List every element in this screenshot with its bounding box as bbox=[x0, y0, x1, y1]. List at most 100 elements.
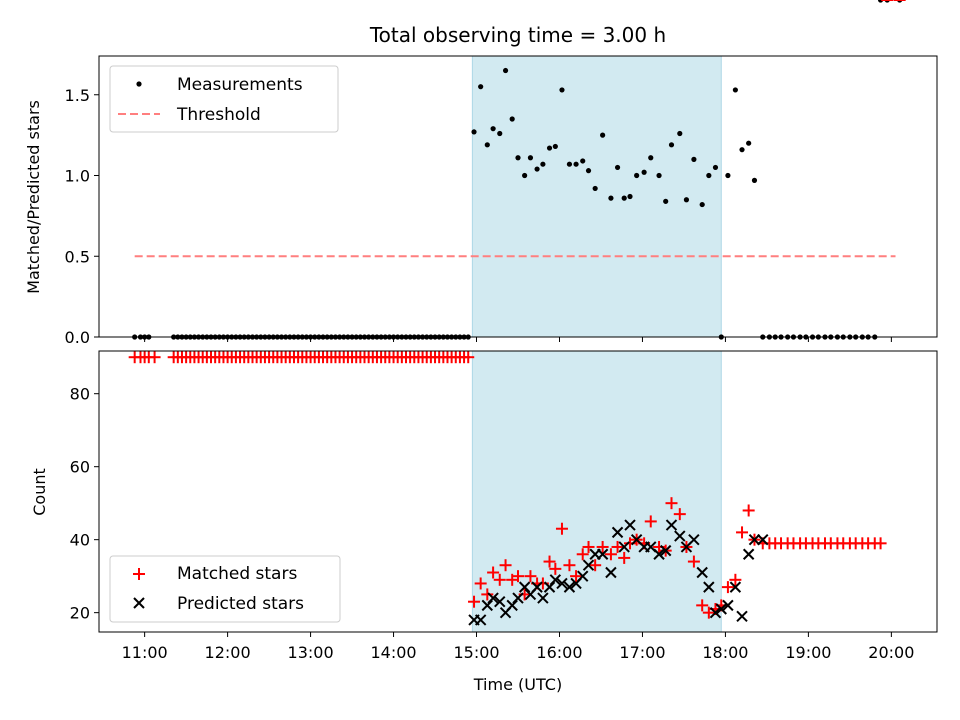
predicted-stars-point bbox=[512, 592, 524, 604]
measurement-point bbox=[534, 166, 540, 172]
measurement-point bbox=[691, 156, 697, 162]
measurement-point bbox=[497, 130, 503, 137]
measurement-point bbox=[634, 172, 640, 179]
matched-stars-point bbox=[563, 559, 576, 572]
y-tick-label: 1.5 bbox=[65, 86, 90, 105]
measurement-point bbox=[712, 164, 719, 171]
predicted-stars-point bbox=[563, 581, 576, 593]
x-tick-label: 19:00 bbox=[785, 643, 831, 662]
measurement-point bbox=[699, 201, 705, 208]
predicted-stars-point bbox=[757, 533, 769, 546]
measurement-point bbox=[683, 197, 690, 203]
measurement-point bbox=[559, 87, 565, 93]
ratio-panel: 0.0 0.5 1.0 1.5 Matched/Predicted stars Mea… bbox=[24, 0, 938, 347]
count-legend-box bbox=[109, 555, 341, 623]
predicted-stars-point bbox=[543, 581, 556, 593]
legend-predicted-marker bbox=[133, 597, 145, 609]
predicted-stars-point bbox=[665, 519, 678, 531]
measurement-point bbox=[608, 195, 614, 201]
predicted-stars-point bbox=[531, 581, 543, 593]
predicted-stars-point bbox=[674, 530, 686, 542]
predicted-stars-point bbox=[742, 548, 755, 560]
predicted-stars-point bbox=[709, 606, 722, 619]
matched-stars-point bbox=[736, 526, 749, 539]
predicted-stars-point bbox=[688, 533, 700, 546]
ratio-x-ticks bbox=[144, 337, 892, 342]
ratio-legend-box bbox=[109, 65, 339, 133]
measurement-point bbox=[502, 67, 509, 74]
matched-stars-point bbox=[148, 351, 161, 364]
matched-stars-point bbox=[729, 573, 742, 586]
matched-stars-point bbox=[604, 548, 617, 561]
measurement-point bbox=[540, 161, 546, 167]
y-tick-label: 0.5 bbox=[65, 247, 90, 266]
matched-stars-point bbox=[721, 581, 734, 594]
matched-stars-point bbox=[611, 540, 624, 553]
y-tick-label: 60 bbox=[70, 458, 90, 477]
matched-stars-point bbox=[618, 551, 631, 564]
matched-stars-point bbox=[487, 566, 500, 579]
predicted-stars-point bbox=[605, 566, 617, 579]
matched-stars-point bbox=[665, 497, 678, 510]
count-legend: Matched stars Predicted stars bbox=[109, 555, 341, 623]
matched-stars-point bbox=[499, 559, 512, 572]
x-tick-label: 20:00 bbox=[868, 643, 914, 662]
measurement-point bbox=[552, 143, 558, 150]
matched-stars-point bbox=[570, 570, 583, 583]
matched-stars-point bbox=[644, 515, 657, 528]
predicted-stars-point bbox=[518, 581, 531, 593]
predicted-stars-point bbox=[537, 592, 549, 604]
highlight-span-rect bbox=[472, 351, 722, 632]
measurement-point bbox=[585, 168, 592, 174]
count-series bbox=[128, 0, 906, 626]
measurement-point bbox=[732, 87, 738, 93]
matched-stars-point bbox=[702, 606, 715, 619]
legend-predicted-label: Predicted stars bbox=[177, 594, 304, 614]
matched-stars-point bbox=[673, 508, 686, 521]
measurement-point bbox=[484, 142, 490, 148]
matched-stars-point bbox=[874, 537, 887, 550]
y-tick-label: 1.0 bbox=[65, 167, 90, 186]
matched-stars-point bbox=[687, 555, 700, 568]
matched-stars-point bbox=[582, 540, 595, 553]
predicted-stars-point bbox=[556, 577, 568, 590]
legend-measurements-marker bbox=[136, 81, 142, 87]
matched-stars-point bbox=[742, 504, 755, 517]
matched-stars-point bbox=[549, 562, 562, 575]
measurement-point bbox=[515, 155, 521, 161]
predicted-stars-point bbox=[736, 610, 748, 623]
measurement-point bbox=[668, 142, 675, 148]
predicted-stars-point bbox=[506, 599, 518, 612]
legend-matched-marker bbox=[133, 568, 145, 580]
ratio-legend: Measurements Threshold bbox=[109, 65, 339, 133]
matched-stars-point bbox=[462, 351, 475, 364]
matched-stars-point bbox=[512, 570, 524, 583]
predicted-stars-point bbox=[696, 566, 708, 579]
matched-stars-point bbox=[576, 548, 589, 561]
matched-stars-point bbox=[524, 570, 537, 583]
series-predicted-stars bbox=[468, 519, 769, 626]
matched-stars-point bbox=[596, 540, 609, 553]
matched-stars-point bbox=[543, 555, 556, 568]
predicted-stars-point bbox=[611, 526, 624, 539]
measurement-point bbox=[580, 158, 586, 164]
measurement-point bbox=[746, 140, 752, 146]
observing-window-span bbox=[471, 351, 722, 632]
matched-stars-point bbox=[696, 599, 709, 612]
ratio-y-ticks: 0.0 0.5 1.0 1.5 bbox=[65, 86, 99, 347]
measurement-point bbox=[627, 193, 633, 200]
highlight-span-rect bbox=[472, 56, 722, 337]
y-tick-label: 40 bbox=[70, 531, 90, 550]
x-tick-label: 12:00 bbox=[205, 643, 251, 662]
count-x-ticks: 11:00 12:00 13:00 14:00 15:00 16:00 17:00 18:00… bbox=[122, 632, 914, 662]
measurement-point bbox=[656, 172, 662, 179]
predicted-stars-point bbox=[729, 581, 742, 593]
x-tick-label: 17:00 bbox=[619, 643, 665, 662]
matched-stars-point bbox=[468, 595, 481, 608]
legend-measurements-label: Measurements bbox=[177, 75, 303, 95]
predicted-stars-point bbox=[481, 599, 494, 612]
observing-window-span bbox=[471, 56, 722, 337]
chart-title: Total observing time = 3.00 h bbox=[369, 23, 666, 47]
predicted-stars-point bbox=[618, 541, 630, 553]
measurement-point bbox=[663, 198, 669, 204]
